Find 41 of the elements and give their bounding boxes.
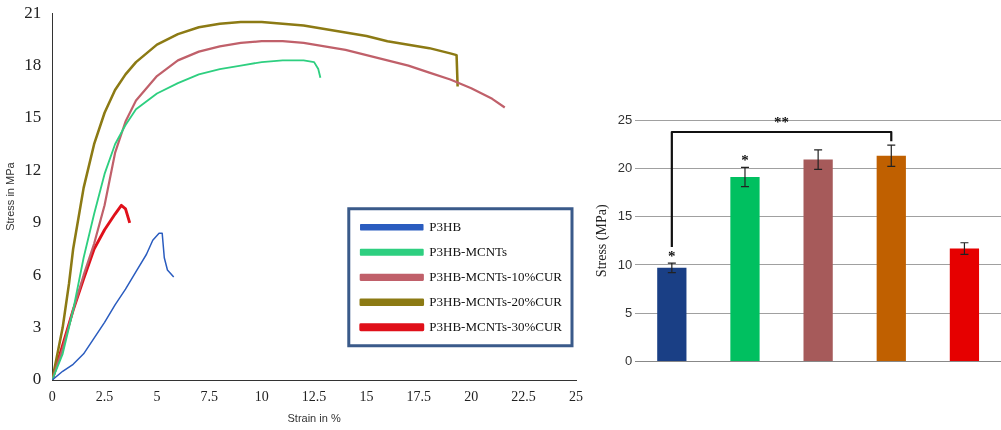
legend-label: P3HB-MCNTs-30%CUR: [429, 318, 563, 334]
x-tick-label: 0: [48, 389, 56, 405]
y-tick-label: 20: [617, 159, 633, 175]
y-tick-label: 12: [24, 159, 42, 179]
y-tick-label: 15: [24, 107, 42, 127]
annotation: **: [774, 114, 790, 130]
annotation: *: [741, 152, 749, 169]
y-tick-label: 3: [32, 317, 42, 337]
bar: [730, 177, 760, 362]
y-tick-label: 10: [617, 256, 633, 272]
x-tick-label: 25: [569, 389, 583, 405]
legend-label: P3HB-MCNTs: [429, 243, 508, 259]
y-axis-title: Stress in MPa: [3, 161, 16, 231]
y-tick-label: 6: [32, 264, 42, 284]
bar: [657, 267, 687, 362]
y-tick-label: 5: [625, 304, 633, 320]
x-tick-label: 22.5: [511, 389, 536, 405]
x-tick-label: 17.5: [406, 389, 432, 405]
bar: [876, 155, 906, 362]
x-tick-label: 5: [153, 389, 161, 405]
y-tick-label: 0: [32, 369, 42, 389]
x-tick-label: 12.5: [301, 389, 327, 405]
x-tick-label: 10: [254, 389, 269, 405]
legend-label: P3HB: [429, 218, 462, 234]
y-tick-label: 18: [24, 55, 42, 75]
x-tick-label: 2.5: [95, 389, 114, 405]
x-axis-title: Strain in %: [287, 412, 341, 425]
x-tick-label: 20: [464, 389, 479, 405]
y-tick-label: 9: [32, 212, 42, 232]
y-tick-label: 0: [625, 353, 633, 369]
legend-label: P3HB-MCNTs-20%CUR: [429, 293, 563, 309]
x-tick-label: 15: [359, 389, 374, 405]
y-axis-title: Stress (MPa): [594, 204, 611, 278]
annotation: *: [668, 248, 676, 265]
bar: [803, 159, 833, 362]
y-tick-label: 21: [24, 2, 42, 22]
y-tick-label: 15: [617, 208, 633, 224]
y-tick-label: 25: [617, 111, 633, 127]
x-tick-label: 7.5: [200, 389, 219, 405]
bar: [949, 248, 980, 362]
legend-label: P3HB-MCNTs-10%CUR: [429, 268, 563, 284]
